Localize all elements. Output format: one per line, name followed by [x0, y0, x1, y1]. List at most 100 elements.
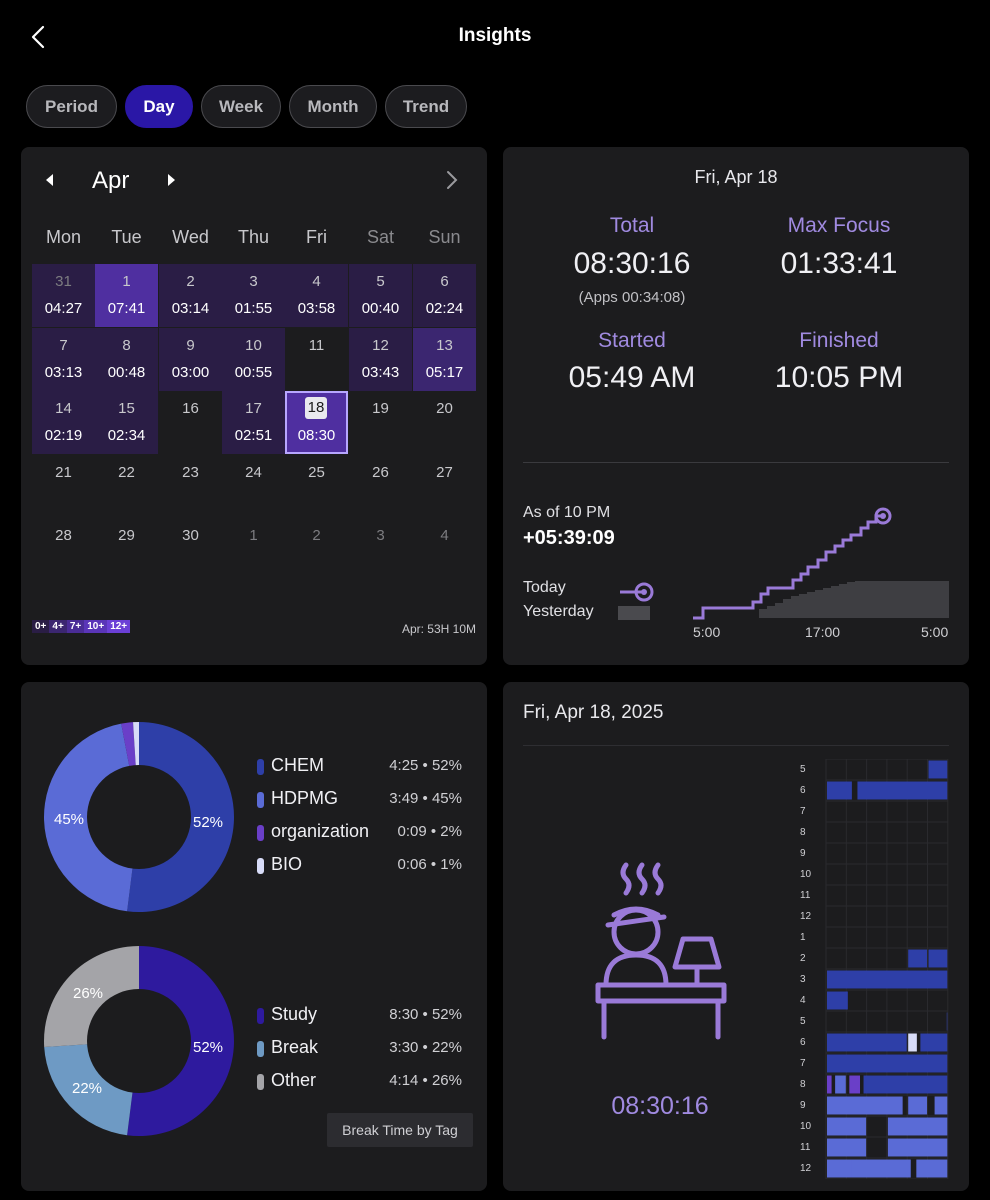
day-number: 7 [59, 336, 68, 354]
calendar-day[interactable]: 31 04:27 [32, 264, 95, 327]
day-duration: 03:58 [297, 300, 336, 317]
calendar-day[interactable]: 24 [222, 455, 285, 518]
calendar-day[interactable]: 4 [413, 518, 476, 581]
weekday-label: Thu [237, 227, 270, 247]
activity-block [835, 1075, 846, 1094]
total-value: 08:30:16 [573, 247, 691, 280]
legend-item: HDPMG 3:49 • 45% [257, 788, 462, 812]
activity-block [827, 781, 852, 800]
day-number: 2 [186, 273, 195, 290]
hour-label: 3 [800, 974, 806, 985]
day-duration: 02:24 [425, 300, 464, 317]
calendar-day[interactable]: 19 [349, 391, 412, 454]
calendar-day[interactable]: 21 [32, 455, 95, 518]
calendar-day[interactable]: 4 03:58 [285, 264, 348, 327]
day-number: 2 [312, 527, 321, 544]
type-pie-label: 22% [72, 1080, 102, 1097]
legend-name: Break [271, 1037, 319, 1057]
legend-name: Study [271, 1004, 318, 1024]
hour-label: 5 [800, 1016, 806, 1027]
day-duration: 02:51 [234, 427, 273, 444]
legend-item: Study 8:30 • 52% [257, 1004, 462, 1028]
legend-name: BIO [271, 854, 303, 874]
calendar-day[interactable]: 13 05:17 [413, 327, 476, 391]
calendar-day[interactable]: 10 00:55 [222, 327, 285, 391]
day-duration: 08:30 [297, 427, 336, 444]
tab-month[interactable]: Month [289, 85, 377, 128]
calendar-day[interactable]: 28 [32, 518, 95, 581]
day-number: 30 [182, 527, 199, 544]
activity-block [827, 1117, 867, 1136]
calendar-day[interactable]: 14 02:19 [32, 391, 95, 454]
calendar-day[interactable]: 1 07:41 [95, 264, 158, 327]
summary-date: Fri, Apr 18 [694, 167, 778, 187]
calendar-day[interactable]: 23 [159, 455, 222, 518]
month-total: Apr: 53H 10M [401, 622, 476, 636]
chevron-left-icon[interactable] [24, 22, 54, 52]
calendar-day[interactable]: 11 [285, 328, 348, 391]
calendar-day[interactable]: 22 [95, 455, 158, 518]
caret-right-icon[interactable] [166, 171, 178, 194]
tab-period[interactable]: Period [26, 85, 117, 128]
chevron-right-icon[interactable] [443, 168, 461, 197]
activity-block [887, 1117, 948, 1136]
day-number: 16 [182, 400, 199, 417]
calendar-day[interactable]: 12 03:43 [349, 327, 412, 391]
calendar-day[interactable]: 8 00:48 [95, 327, 158, 391]
timeline-date: Fri, Apr 18, 2025 [523, 702, 664, 723]
legend-yesterday: Yesterday [523, 603, 594, 620]
calendar-day[interactable]: 16 [159, 391, 222, 454]
calendar-day[interactable]: 17 02:51 [222, 391, 285, 454]
calendar-day[interactable]: 25 [285, 455, 348, 518]
type-donut-chart: 52% 22% 26% [44, 946, 234, 1136]
scale-step: 7+ [66, 620, 85, 633]
tab-trend[interactable]: Trend [385, 85, 467, 128]
break-time-by-tag-button[interactable]: Break Time by Tag [327, 1113, 473, 1147]
calendar-day[interactable]: 7 03:13 [32, 327, 95, 391]
calendar-day[interactable]: 15 02:34 [95, 391, 158, 454]
type-pie-label: 52% [193, 1039, 223, 1056]
day-number: 1 [122, 273, 131, 290]
calendar-day[interactable]: 20 [413, 391, 476, 454]
day-duration: 03:00 [171, 363, 210, 381]
legend-item: organization 0:09 • 2% [257, 821, 462, 845]
intensity-scale: 0+ 4+ 7+ 10+ 12+ [32, 620, 131, 633]
day-duration: 00:40 [361, 300, 400, 317]
day-number: 27 [436, 463, 453, 481]
tab-day[interactable]: Day [125, 85, 193, 128]
calendar-day[interactable]: 9 03:00 [159, 327, 222, 391]
calendar-day[interactable]: 3 [349, 518, 412, 581]
calendar-day[interactable]: 26 [349, 455, 412, 518]
calendar-header: Apr [21, 165, 487, 195]
legend-value: 8:30 • 52% [389, 1006, 462, 1023]
timeline-card: Fri, Apr 18, 2025 08:30:16 5 6 7 8 9 10 11 12 1 2… [503, 682, 969, 1191]
caret-left-icon[interactable] [43, 171, 55, 194]
max-focus-label: Max Focus [787, 214, 891, 237]
finished-label: Finished [799, 329, 879, 352]
weekday-label: Sat [366, 227, 395, 247]
day-number: 18 [305, 397, 327, 419]
tab-week[interactable]: Week [201, 85, 281, 128]
started-value: 05:49 AM [568, 361, 696, 394]
day-number: 20 [436, 400, 453, 417]
hour-label: 11 [800, 1142, 811, 1153]
activity-block [908, 1033, 917, 1052]
calendar-day[interactable]: 2 03:14 [159, 264, 222, 327]
day-number: 28 [55, 527, 72, 544]
day-number: 14 [55, 400, 72, 417]
calendar-day[interactable]: 2 [285, 518, 348, 581]
hour-label: 5 [800, 764, 806, 775]
hour-label: 10 [800, 869, 812, 880]
calendar-day[interactable]: 29 [95, 518, 158, 581]
activity-block [934, 1096, 948, 1115]
hour-label: 7 [800, 806, 806, 817]
calendar-day[interactable]: 1 [222, 518, 285, 581]
activity-block [827, 1033, 907, 1052]
calendar-day[interactable]: 27 [413, 455, 476, 518]
calendar-day[interactable]: 18 08:30 [285, 391, 348, 454]
calendar-day[interactable]: 6 02:24 [413, 264, 476, 327]
calendar-day[interactable]: 3 01:55 [222, 264, 285, 327]
calendar-day[interactable]: 5 00:40 [349, 264, 412, 327]
calendar-day[interactable]: 30 [159, 518, 222, 581]
calendar-month: Apr [92, 167, 130, 194]
